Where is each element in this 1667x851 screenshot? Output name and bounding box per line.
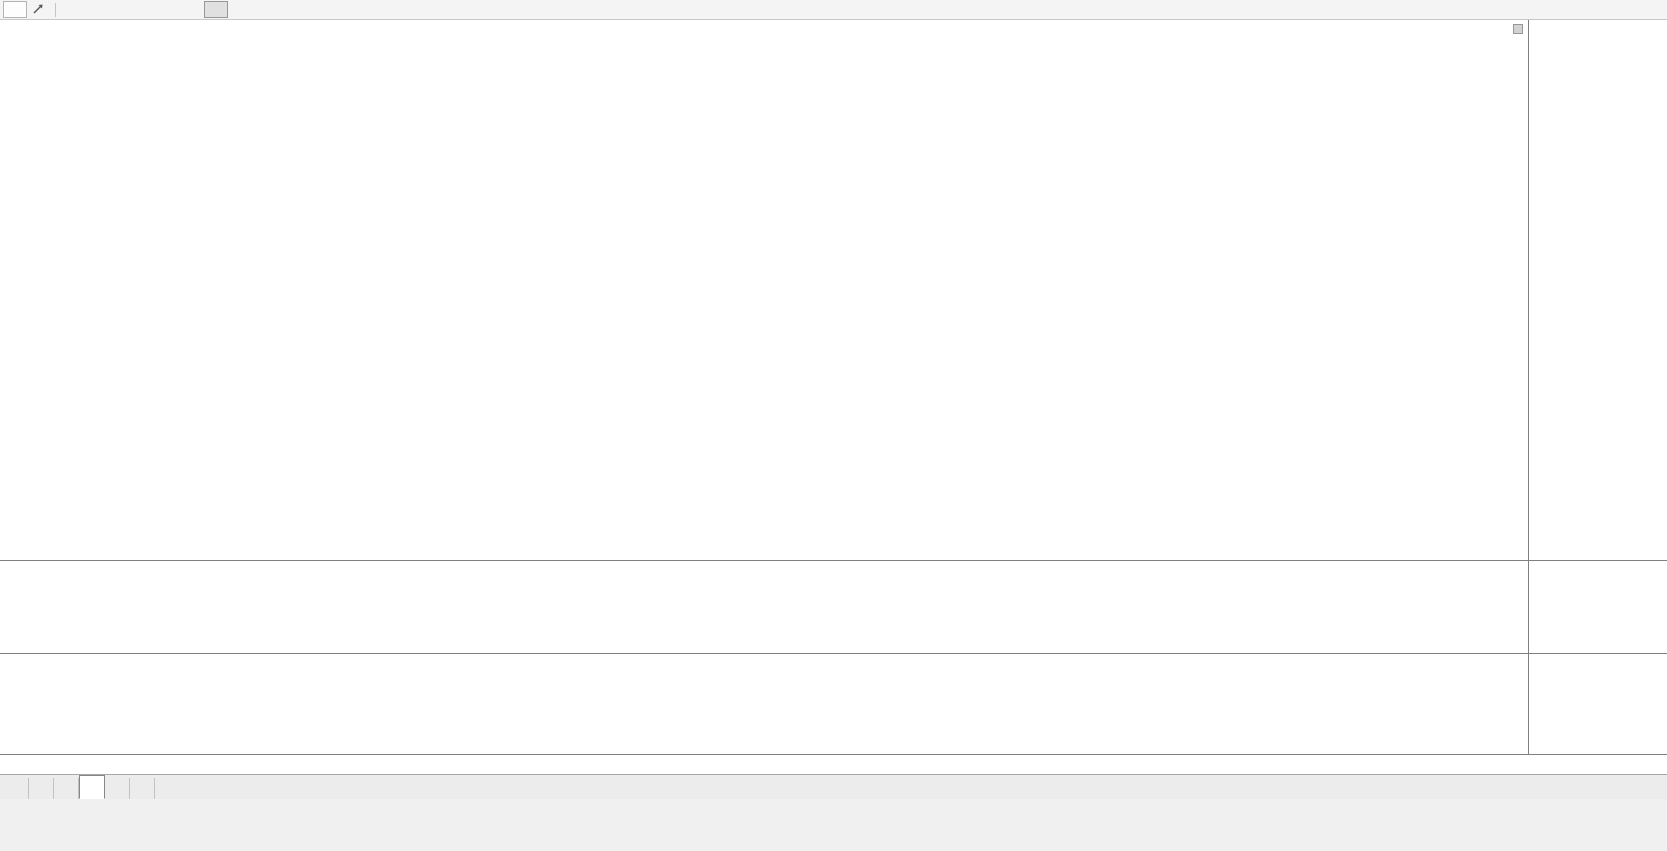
timeframe-button-w1[interactable] xyxy=(228,1,252,18)
macd-indicator-canvas[interactable] xyxy=(0,654,300,804)
macd-plot-area xyxy=(0,654,1528,804)
chart-toolbar xyxy=(0,0,1667,20)
text-tool-button[interactable] xyxy=(3,1,27,18)
price-axis[interactable] xyxy=(1528,20,1667,560)
macd-axis[interactable] xyxy=(1528,654,1667,754)
current-price-badge xyxy=(1529,20,1587,35)
timeframe-button-h1[interactable] xyxy=(156,1,180,18)
macd-indicator-panel xyxy=(0,653,1667,804)
toolbar-separator xyxy=(55,2,56,17)
timeframe-button-m1[interactable] xyxy=(60,1,84,18)
arrow-tool-icon xyxy=(33,3,44,17)
time-axis[interactable] xyxy=(0,754,1667,774)
chart-symbol-ohlc-label xyxy=(5,22,35,34)
timeframe-button-mn[interactable] xyxy=(252,1,276,18)
timeframe-button-h4[interactable] xyxy=(180,1,204,18)
timeframe-button-m5[interactable] xyxy=(84,1,108,18)
timeframe-button-m30[interactable] xyxy=(132,1,156,18)
chart-shift-handle[interactable] xyxy=(1513,24,1523,34)
main-plot-area xyxy=(0,20,1528,560)
rsi-plot-area xyxy=(0,561,1528,711)
price-chart-panel xyxy=(0,20,1667,560)
drawing-tools-button[interactable] xyxy=(27,1,51,18)
timeframe-button-m15[interactable] xyxy=(108,1,132,18)
rsi-axis[interactable] xyxy=(1528,561,1667,653)
rsi-indicator-panel xyxy=(0,560,1667,711)
timeframe-button-d1[interactable] xyxy=(204,1,228,18)
window-bottom-area xyxy=(0,799,1667,851)
price-chart-canvas[interactable] xyxy=(0,20,300,170)
